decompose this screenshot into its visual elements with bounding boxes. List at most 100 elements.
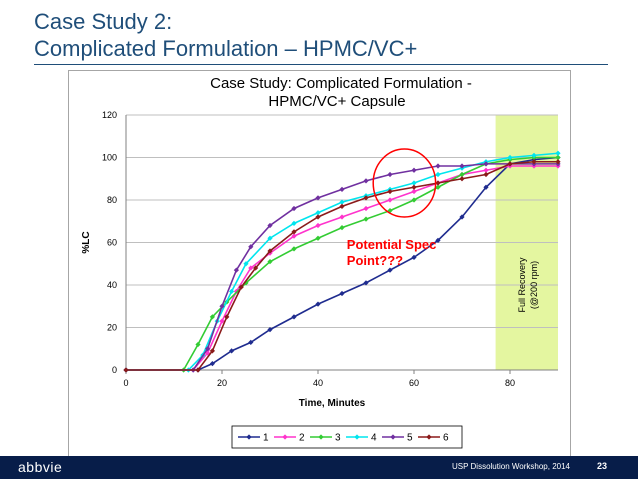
series-5-point: [339, 186, 345, 192]
series-6-point: [253, 265, 259, 271]
legend-marker-4: [354, 434, 360, 440]
series-3-point: [315, 235, 321, 241]
slide-title-line-1: Case Study 2:: [34, 9, 173, 34]
series-5-point: [233, 267, 239, 273]
legend-marker-2: [282, 434, 288, 440]
series-3-point: [195, 341, 201, 348]
chart-title-line-2: HPMC/VC+ Capsule: [268, 93, 405, 110]
series-4-point: [411, 180, 417, 186]
series-3-point: [291, 246, 297, 252]
x-tick-label: 20: [217, 378, 227, 388]
series-2-point: [363, 205, 369, 212]
y-tick-label: 80: [107, 195, 117, 205]
full-recovery-rpm-label: (@200 rpm): [529, 261, 539, 309]
series-3-point: [435, 184, 441, 190]
series-5-line: [126, 163, 558, 371]
series-4-point: [339, 199, 345, 205]
series-1-point: [229, 348, 235, 354]
page-number: 23: [597, 461, 608, 471]
series-4-point: [435, 171, 441, 178]
y-tick-label: 60: [107, 238, 117, 248]
series-3-point: [267, 259, 273, 265]
legend-label-1: 1: [263, 433, 269, 444]
series-1-point: [363, 280, 369, 286]
series-1-point: [291, 314, 297, 320]
legend-label-6: 6: [443, 433, 449, 444]
footer-caption: USP Dissolution Workshop, 2014: [452, 462, 570, 471]
legend-label-2: 2: [299, 433, 305, 444]
series-5-point: [363, 178, 369, 184]
series-6-point: [411, 184, 417, 190]
series-5-point: [411, 167, 417, 173]
series-6-point: [531, 159, 537, 165]
abbvie-logo: abbvie: [18, 459, 63, 475]
y-tick-label: 0: [112, 365, 117, 375]
chart-title-line-1: Case Study: Complicated Formulation -: [210, 75, 472, 92]
series-6-point: [123, 367, 129, 373]
series-6-point: [435, 180, 441, 186]
series-6-point: [267, 248, 273, 254]
series-5-point: [315, 195, 321, 201]
y-tick-label: 40: [107, 280, 117, 290]
series-1-point: [209, 361, 215, 367]
series-5-point: [483, 161, 489, 167]
series-5-point: [205, 346, 211, 352]
series-1-point: [248, 339, 254, 345]
series-1-point: [267, 327, 273, 333]
series-6-point: [555, 159, 561, 165]
footer-bar: abbvie USP Dissolution Workshop, 2014 23: [0, 456, 638, 479]
dissolution-chart: 0 20 40 60 80 100 120 0 20 40 60 80 Full Recovery (@2…: [81, 75, 561, 449]
slide-title-line-2: Complicated Formulation – HPMC/VC+: [34, 36, 418, 61]
y-tick-label: 100: [102, 153, 117, 163]
series-5-point: [248, 244, 254, 250]
series-6-point: [459, 176, 465, 182]
series-4-point: [315, 210, 321, 216]
series-6-point: [291, 229, 297, 235]
series-6-point: [315, 214, 321, 220]
series-2-point: [248, 265, 254, 271]
series-5-point: [219, 303, 225, 309]
series-4-point: [243, 261, 249, 267]
series-6-point: [483, 171, 489, 178]
series-1-point: [315, 301, 321, 307]
x-tick-label: 0: [123, 378, 128, 388]
x-tick-label: 80: [505, 378, 515, 388]
series-3-point: [555, 154, 561, 161]
x-axis-label: Time, Minutes: [299, 398, 366, 409]
legend-marker-3: [318, 434, 324, 440]
legend-marker-5: [390, 434, 396, 440]
series-6-point: [363, 195, 369, 201]
legend-label-3: 3: [335, 433, 341, 444]
series-6-point: [387, 188, 393, 195]
series-4-point: [267, 235, 273, 241]
annotation-line-1: Potential Spec: [347, 237, 437, 252]
series-5-point: [435, 163, 441, 169]
series-1-point: [459, 214, 465, 220]
series-4-point: [507, 154, 513, 161]
series-6-point: [195, 367, 201, 373]
series-2-point: [483, 167, 489, 173]
series-1-line: [126, 156, 559, 371]
full-recovery-label: Full Recovery: [517, 257, 527, 313]
highlight-circle: [372, 148, 437, 218]
slide-title: Case Study 2: Complicated Formulation – …: [34, 8, 417, 62]
legend-label-4: 4: [371, 433, 377, 444]
annotation-line-2: Point???: [347, 253, 403, 268]
legend-marker-1: [246, 434, 252, 440]
series-3-point: [459, 171, 465, 178]
series-1-point: [411, 254, 417, 260]
chart-frame: 0 20 40 60 80 100 120 0 20 40 60 80 Full Recovery (@2…: [68, 70, 571, 458]
series-2-point: [291, 233, 297, 239]
legend-marker-6: [426, 434, 432, 440]
series-2-point: [387, 197, 393, 203]
title-divider: [34, 64, 608, 65]
series-1-point: [387, 267, 393, 273]
series-4-point: [291, 220, 297, 226]
y-tick-label: 120: [102, 110, 117, 120]
legend-label-5: 5: [407, 433, 413, 444]
series-1-point: [339, 290, 345, 297]
series-6-line: [126, 160, 558, 371]
series-6-point: [238, 284, 244, 290]
series-1-point: [435, 237, 441, 243]
series-3-point: [339, 225, 345, 231]
